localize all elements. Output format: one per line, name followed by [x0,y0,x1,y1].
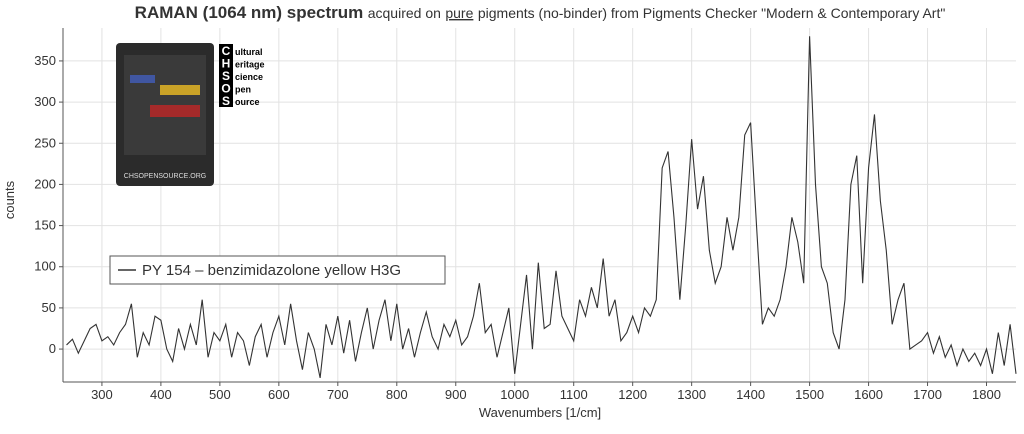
y-tick-label: 0 [49,341,56,356]
x-tick-label: 900 [445,387,467,402]
logo-letter: H [222,57,231,71]
x-tick-label: 1300 [677,387,706,402]
y-tick-label: 100 [34,259,56,274]
legend-label: PY 154 – benzimidazolone yellow H3G [142,262,401,279]
subtitle: pure [445,5,473,21]
x-tick-label: 1700 [913,387,942,402]
logo-bar [219,44,233,107]
legend-box [109,255,446,285]
x-tick-label: 1500 [795,387,824,402]
x-tick-label: 500 [209,387,231,402]
x-tick-label: 800 [386,387,408,402]
logo-word: ource [235,97,260,107]
x-tick-label: 1000 [500,387,529,402]
x-tick-label: 1400 [736,387,765,402]
logo-word: eritage [235,60,265,70]
y-axis-label: counts [2,180,17,219]
y-tick-label: 200 [34,176,56,191]
x-tick-label: 600 [268,387,290,402]
y-tick-label: 50 [42,300,56,315]
logo-word: pen [235,85,251,95]
swatch [130,75,155,83]
subtitle: acquired on [368,5,441,21]
swatch [160,85,200,95]
logo-word: ultural [235,47,263,57]
x-tick-label: 400 [150,387,172,402]
y-tick-label: 300 [34,94,56,109]
x-tick-label: 1200 [618,387,647,402]
logo-letter: S [222,69,230,83]
x-tick-label: 1600 [854,387,883,402]
x-tick-label: 1100 [560,387,588,402]
y-tick-label: 250 [34,135,56,150]
logo-word: cience [235,72,263,82]
chart-title: RAMAN (1064 nm) spectrum acquired on pur… [135,3,946,22]
card-caption: CHSOPENSOURCE.ORG [124,173,206,180]
x-axis-label: Wavenumbers [1/cm] [479,405,601,420]
legend: PY 154 – benzimidazolone yellow H3G [109,255,446,285]
logo-letter: O [221,82,230,96]
y-tick-label: 150 [34,218,56,233]
logo-letter: C [222,44,231,58]
spectrum-line [66,36,1017,378]
subtitle: pigments (no-binder) from Pigments Check… [478,5,945,21]
x-tick-label: 300 [91,387,113,402]
swatch [150,105,200,117]
x-tick-label: 1800 [972,387,1001,402]
title-main: RAMAN (1064 nm) spectrum [135,3,364,22]
x-tick-label: 700 [327,387,349,402]
logo-letter: S [222,94,230,108]
y-tick-label: 350 [34,53,56,68]
